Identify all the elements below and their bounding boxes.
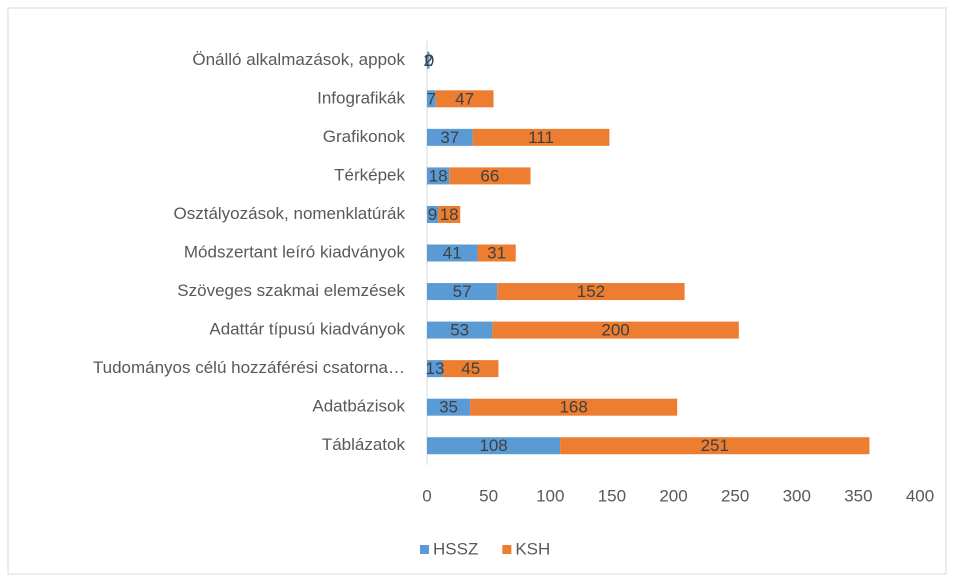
y-tick-label: Infografikák xyxy=(317,88,405,107)
data-label: 66 xyxy=(480,166,499,185)
bar xyxy=(427,128,473,146)
y-tick-label: Térképek xyxy=(334,165,405,184)
data-label: 7 xyxy=(427,89,436,108)
y-tick-label: Szöveges szakmai elemzések xyxy=(177,281,405,300)
bar xyxy=(435,90,494,108)
bar xyxy=(427,244,478,262)
data-label: 2 xyxy=(423,51,432,70)
bar xyxy=(443,360,499,378)
y-tick-label: Tudományos célú hozzáférési csatorna… xyxy=(93,358,405,377)
x-tick-label: 350 xyxy=(844,486,872,505)
bar xyxy=(427,205,439,223)
x-tick-label: 200 xyxy=(659,486,687,505)
data-label: 111 xyxy=(528,128,554,147)
data-label: 152 xyxy=(577,282,605,301)
data-label: 108 xyxy=(479,436,507,455)
data-label: 37 xyxy=(440,128,459,147)
data-label: 35 xyxy=(439,398,458,417)
bar xyxy=(449,167,531,185)
bar xyxy=(427,398,471,416)
bar xyxy=(427,321,493,339)
legend-label: KSH xyxy=(515,539,550,558)
x-tick-label: 400 xyxy=(906,486,934,505)
y-tick-label: Osztályozások, nomenklatúrák xyxy=(174,204,406,223)
data-label: 31 xyxy=(487,243,506,262)
x-tick-label: 50 xyxy=(479,486,498,505)
y-tick-label: Grafikonok xyxy=(323,127,406,146)
bar xyxy=(427,51,430,69)
data-label: 47 xyxy=(455,89,474,108)
y-tick-label: Táblázatok xyxy=(322,435,406,454)
bar xyxy=(427,167,450,185)
data-label: 0 xyxy=(425,51,434,70)
x-tick-label: 300 xyxy=(783,486,811,505)
data-label: 41 xyxy=(443,243,462,262)
data-label: 251 xyxy=(701,436,729,455)
y-tick-label: Önálló alkalmazások, appok xyxy=(192,50,405,69)
data-label: 18 xyxy=(429,166,448,185)
x-tick-label: 0 xyxy=(422,486,431,505)
bar xyxy=(477,244,516,262)
x-tick-label: 100 xyxy=(536,486,564,505)
legend-swatch xyxy=(502,545,512,554)
bar xyxy=(560,437,870,455)
bar xyxy=(438,205,461,223)
y-tick-label: Adattár típusú kiadványok xyxy=(209,320,405,339)
data-label: 18 xyxy=(440,205,459,224)
legend-swatch xyxy=(420,545,429,554)
bar xyxy=(427,283,498,301)
bar xyxy=(497,283,685,301)
bar xyxy=(472,128,610,146)
legend-label: HSSZ xyxy=(433,539,478,558)
data-label: 45 xyxy=(461,359,480,378)
bar xyxy=(427,437,561,455)
bar xyxy=(492,321,739,339)
y-tick-label: Módszertant leíró kiadványok xyxy=(184,242,406,261)
y-tick-label: Adatbázisok xyxy=(312,397,405,416)
data-label: 200 xyxy=(601,321,629,340)
data-label: 53 xyxy=(450,321,469,340)
bar xyxy=(427,360,444,378)
x-tick-label: 150 xyxy=(598,486,626,505)
data-label: 168 xyxy=(559,398,587,417)
data-label: 9 xyxy=(428,205,437,224)
x-tick-label: 250 xyxy=(721,486,749,505)
bar xyxy=(470,398,678,416)
data-label: 57 xyxy=(453,282,472,301)
bar xyxy=(427,90,436,108)
data-label: 13 xyxy=(426,359,445,378)
